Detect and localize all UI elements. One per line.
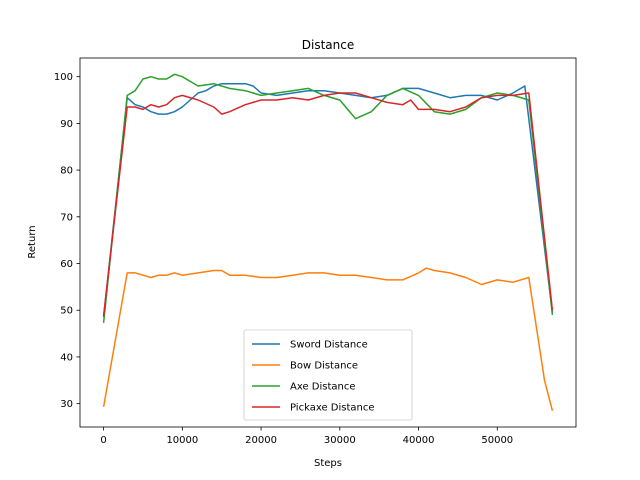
y-tick-label: 30: [60, 399, 73, 410]
x-tick-label: 50000: [481, 435, 513, 446]
series-line: [102, 92, 554, 316]
series-line: [102, 267, 554, 411]
x-tick-label: 10000: [166, 435, 198, 446]
legend-entry-label: Axe Distance: [290, 382, 356, 393]
legend-entry-label: Bow Distance: [290, 361, 358, 372]
plot-area: [102, 73, 554, 411]
x-axis-ticks: 0 10000 20000 30000 40000 50000: [100, 427, 513, 446]
legend-entry-label: Pickaxe Distance: [290, 403, 375, 414]
y-tick-label: 60: [60, 259, 73, 270]
y-tick-label: 80: [60, 166, 73, 177]
legend-entry-label: Sword Distance: [290, 340, 368, 351]
x-tick-label: 20000: [245, 435, 277, 446]
y-tick-label: 70: [60, 212, 73, 223]
y-axis-label: Return: [27, 225, 38, 258]
x-tick-label: 40000: [403, 435, 435, 446]
y-tick-label: 50: [60, 306, 73, 317]
x-tick-label: 0: [100, 435, 106, 446]
legend: Sword Distance Bow Distance Axe Distance Pi…: [243, 329, 413, 421]
legend-box: [243, 329, 413, 421]
y-tick-label: 90: [60, 119, 73, 130]
y-tick-label: 100: [54, 72, 73, 83]
axes-frame: [79, 57, 577, 428]
x-tick-label: 30000: [324, 435, 356, 446]
series-line: [102, 82, 554, 318]
x-axis-label: Steps: [314, 458, 342, 469]
y-axis-ticks: 30 40 50 60 70 80 90 100: [54, 72, 80, 410]
series-line: [102, 73, 554, 323]
chart-title: Distance: [302, 38, 354, 52]
y-tick-label: 40: [60, 352, 73, 363]
